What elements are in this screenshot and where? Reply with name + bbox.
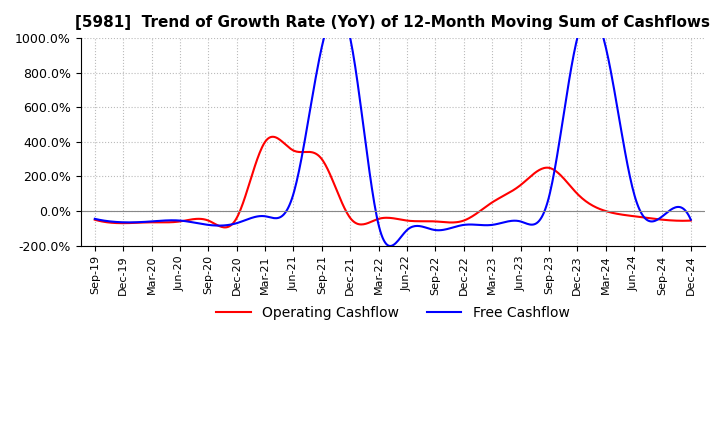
Operating Cashflow bbox=[448, 220, 456, 225]
Line: Free Cashflow: Free Cashflow bbox=[95, 9, 690, 246]
Operating Cashflow bbox=[675, 218, 683, 224]
Free Cashflow bbox=[415, 224, 424, 229]
Line: Operating Cashflow: Operating Cashflow bbox=[95, 137, 690, 227]
Free Cashflow bbox=[333, 7, 341, 12]
Free Cashflow bbox=[686, 217, 695, 222]
Free Cashflow bbox=[385, 243, 394, 249]
Free Cashflow bbox=[581, 13, 590, 18]
Operating Cashflow bbox=[220, 225, 229, 230]
Free Cashflow bbox=[91, 216, 99, 221]
Free Cashflow bbox=[675, 204, 683, 209]
Operating Cashflow bbox=[91, 217, 99, 222]
Free Cashflow bbox=[448, 225, 456, 231]
Free Cashflow bbox=[374, 224, 383, 229]
Operating Cashflow bbox=[376, 216, 384, 221]
Title: [5981]  Trend of Growth Rate (YoY) of 12-Month Moving Sum of Cashflows: [5981] Trend of Growth Rate (YoY) of 12-… bbox=[76, 15, 711, 30]
Operating Cashflow bbox=[269, 134, 277, 139]
Operating Cashflow bbox=[581, 198, 590, 204]
Operating Cashflow bbox=[686, 218, 695, 223]
Free Cashflow bbox=[378, 235, 387, 241]
Operating Cashflow bbox=[415, 219, 424, 224]
Legend: Operating Cashflow, Free Cashflow: Operating Cashflow, Free Cashflow bbox=[210, 301, 575, 326]
Operating Cashflow bbox=[379, 215, 388, 220]
